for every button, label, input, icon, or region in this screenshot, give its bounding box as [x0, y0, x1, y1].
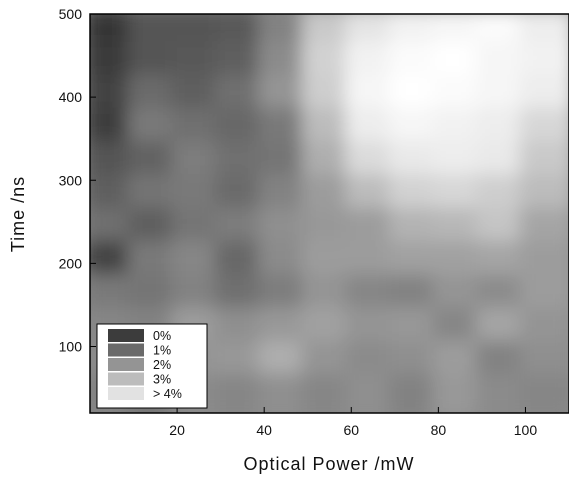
x-tick-label: 80 — [431, 422, 447, 438]
y-tick-label: 400 — [59, 89, 83, 105]
x-tick-label: 20 — [169, 422, 185, 438]
legend-label: 2% — [153, 358, 171, 372]
x-axis-title: Optical Power /mW — [243, 454, 414, 474]
legend-label: > 4% — [153, 387, 182, 401]
x-tick-label: 100 — [514, 422, 538, 438]
y-axis: 100 200 300 400 500 — [59, 6, 96, 355]
x-axis: 20 40 60 80 100 — [169, 407, 537, 438]
plot-frame — [89, 13, 569, 414]
legend-swatch — [108, 343, 144, 357]
y-tick-label: 200 — [59, 255, 83, 271]
heatmap-cells — [90, 14, 569, 413]
legend-label: 1% — [153, 344, 171, 358]
x-tick-label: 40 — [256, 422, 272, 438]
plot-area — [90, 14, 569, 413]
legend-swatch — [108, 372, 144, 386]
legend-swatch — [108, 387, 144, 400]
legend-swatch — [108, 358, 144, 371]
y-axis-title: Time /ns — [8, 176, 28, 252]
legend-swatch — [108, 329, 144, 342]
legend-label: 0% — [153, 329, 171, 343]
legend: 0%1%2%3%> 4% — [96, 323, 208, 409]
legend-label: 3% — [153, 373, 171, 387]
y-tick-label: 100 — [59, 339, 83, 355]
heatmap-cell — [519, 373, 569, 413]
y-tick-label: 500 — [59, 6, 83, 22]
y-tick-label: 300 — [59, 172, 83, 188]
x-tick-label: 60 — [343, 422, 359, 438]
